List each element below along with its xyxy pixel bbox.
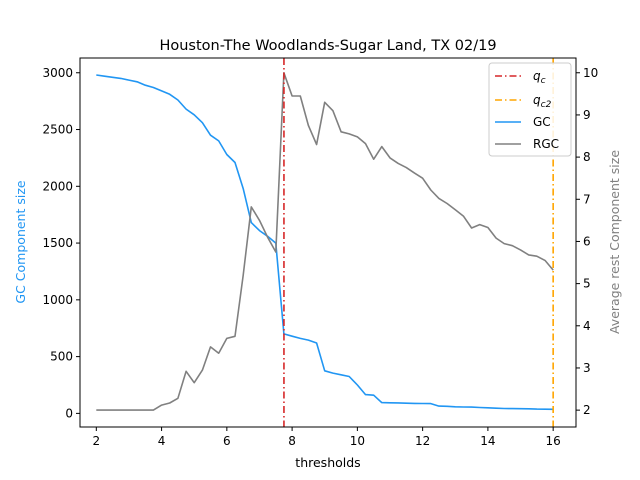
x-tick-label: 16 (546, 434, 561, 448)
x-axis-label: thresholds (295, 455, 360, 470)
left-y-tick-label: 2000 (42, 179, 73, 193)
right-y-tick-label: 8 (583, 150, 591, 164)
series-line-gc (96, 74, 554, 411)
tick-layer: 2 4 6 8 10 12 14 16 0 500 1000 1500 2000 2500 3000 2 3 4 5… (42, 66, 598, 448)
left-y-tick-label: 1000 (42, 293, 73, 307)
right-y-tick-label: 3 (583, 361, 591, 375)
legend-gc-label: GC (533, 115, 551, 129)
plot-layer (96, 58, 554, 427)
left-y-tick-label: 1500 (42, 236, 73, 250)
x-tick-label: 10 (350, 434, 365, 448)
right-y-tick-label: 2 (583, 403, 591, 417)
plot-frame (79, 57, 577, 428)
x-tick-label: 6 (223, 434, 231, 448)
right-y-tick-label: 5 (583, 277, 591, 291)
x-tick-label: 4 (158, 434, 166, 448)
right-y-tick-label: 7 (583, 192, 591, 206)
legend-rgc-label: RGC (533, 137, 559, 151)
x-tick-label: 2 (92, 434, 100, 448)
x-tick-label: 12 (415, 434, 430, 448)
x-tick-label: 14 (480, 434, 495, 448)
legend: qc qc2 GC RGC (488, 62, 572, 157)
right-y-tick-label: 9 (583, 108, 591, 122)
left-y-tick-label: 3000 (42, 66, 73, 80)
left-y-tick-label: 0 (65, 406, 73, 420)
left-y-axis-label: GC Component size (13, 180, 28, 303)
x-tick-label: 8 (288, 434, 296, 448)
right-y-tick-label: 4 (583, 319, 591, 333)
series-line-rgc (96, 72, 554, 411)
left-y-tick-label: 500 (50, 350, 73, 364)
right-y-axis-label: Average rest Component size (607, 150, 622, 334)
right-y-tick-label: 6 (583, 234, 591, 248)
chart-title: Houston-The Woodlands-Sugar Land, TX 02/… (159, 38, 496, 54)
right-y-tick-label: 10 (583, 66, 598, 80)
left-y-tick-label: 2500 (42, 123, 73, 137)
legend-box (488, 62, 572, 157)
